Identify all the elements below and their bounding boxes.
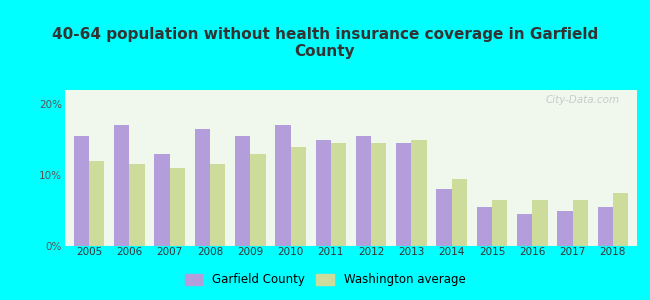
Bar — [613, 193, 628, 246]
Bar — [275, 125, 291, 246]
Bar — [396, 143, 411, 246]
Bar — [557, 211, 573, 246]
Bar — [74, 136, 89, 246]
Bar — [411, 140, 427, 246]
Bar — [476, 207, 492, 246]
Bar — [235, 136, 250, 246]
Bar — [331, 143, 346, 246]
Bar — [291, 147, 306, 246]
Bar — [210, 164, 226, 246]
Bar — [492, 200, 507, 246]
Bar — [517, 214, 532, 246]
Bar — [129, 164, 145, 246]
Bar — [452, 178, 467, 246]
Bar — [532, 200, 547, 246]
Bar — [114, 125, 129, 246]
Bar — [315, 140, 331, 246]
Bar — [371, 143, 387, 246]
Bar — [356, 136, 371, 246]
Bar — [573, 200, 588, 246]
Text: City-Data.com: City-Data.com — [546, 95, 620, 105]
Bar — [89, 161, 105, 246]
Text: 40-64 population without health insurance coverage in Garfield
County: 40-64 population without health insuranc… — [52, 27, 598, 59]
Bar — [155, 154, 170, 246]
Bar — [597, 207, 613, 246]
Legend: Garfield County, Washington average: Garfield County, Washington average — [180, 269, 470, 291]
Bar — [250, 154, 266, 246]
Bar — [436, 189, 452, 246]
Bar — [170, 168, 185, 246]
Bar — [195, 129, 210, 246]
